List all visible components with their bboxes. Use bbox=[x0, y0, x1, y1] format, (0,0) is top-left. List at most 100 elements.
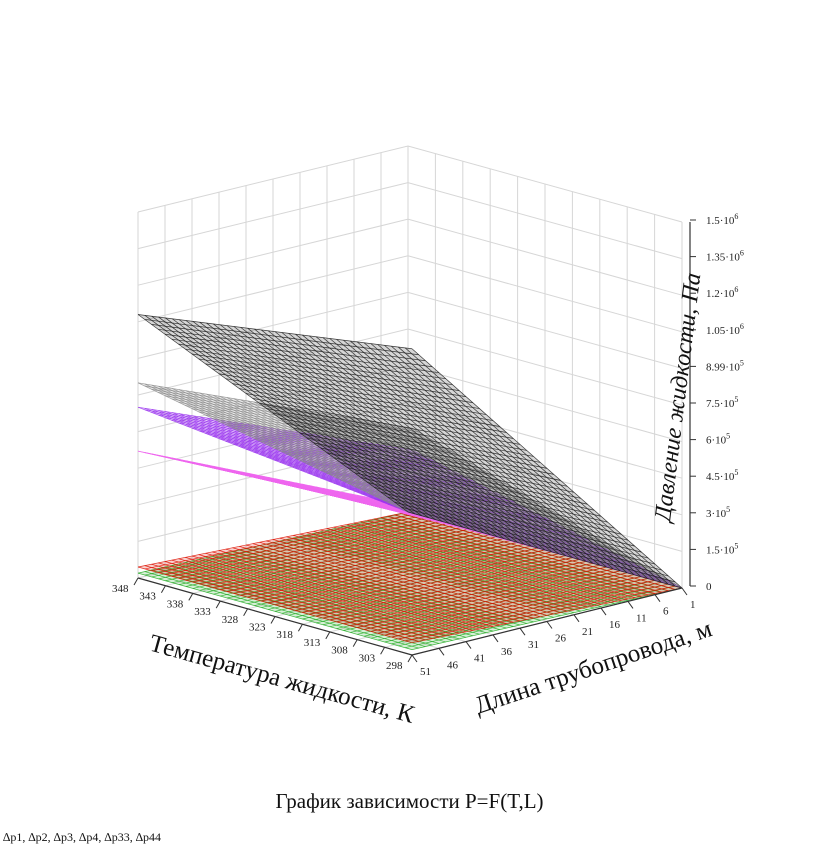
mesh-line bbox=[137, 314, 413, 350]
mesh-line bbox=[252, 398, 527, 451]
mesh-line bbox=[225, 378, 500, 427]
surface-fill bbox=[138, 382, 682, 588]
mesh-line bbox=[320, 447, 595, 511]
z-tick-label: 7.5·105 bbox=[706, 395, 738, 410]
mesh-line bbox=[394, 501, 669, 577]
mesh-line bbox=[144, 319, 419, 356]
mesh-line bbox=[394, 514, 669, 592]
y-tick-label: 1 bbox=[690, 599, 696, 611]
mesh-line bbox=[171, 559, 446, 637]
mesh-line bbox=[164, 333, 440, 374]
y-tick-label: 6 bbox=[663, 606, 669, 618]
mesh-line bbox=[218, 550, 494, 627]
z-tick-label: 1.35·106 bbox=[706, 249, 744, 264]
y-tick-mark bbox=[681, 587, 688, 596]
mesh-line bbox=[279, 417, 554, 475]
x-tick-mark bbox=[188, 593, 194, 601]
x-tick-label: 318 bbox=[276, 629, 293, 641]
mesh-line bbox=[218, 373, 494, 421]
mesh-line bbox=[225, 548, 500, 626]
y-tick-label: 46 bbox=[447, 659, 459, 671]
x-tick-label: 308 bbox=[331, 645, 348, 657]
x-tick-label: 343 bbox=[139, 591, 156, 603]
wall-grid-line bbox=[137, 255, 683, 333]
mesh-line bbox=[306, 437, 581, 499]
y-tick-mark bbox=[627, 601, 634, 609]
mesh-line bbox=[380, 517, 656, 595]
mesh-line bbox=[178, 343, 453, 386]
x-tick-mark bbox=[270, 616, 276, 624]
mesh-line bbox=[333, 526, 608, 604]
mesh-line bbox=[353, 472, 629, 541]
mesh-line bbox=[198, 554, 473, 631]
mesh-line bbox=[205, 552, 480, 630]
mesh-line bbox=[340, 526, 615, 604]
z-tick-label: 4.5·105 bbox=[706, 468, 738, 483]
y-tick-label: 16 bbox=[609, 619, 621, 631]
x-tick-mark bbox=[352, 639, 358, 647]
mesh-line bbox=[299, 536, 575, 613]
wall-grid-line bbox=[137, 145, 683, 223]
mesh-line bbox=[380, 491, 656, 565]
y-tick-mark bbox=[573, 614, 580, 623]
surface-p1 bbox=[137, 314, 683, 589]
mesh-line bbox=[144, 385, 419, 433]
mesh-line bbox=[259, 541, 534, 619]
mesh-line bbox=[239, 546, 514, 623]
mesh-line bbox=[286, 536, 561, 613]
z-tick-label: 1.05·106 bbox=[706, 322, 744, 337]
mesh-line bbox=[293, 537, 568, 615]
mesh-line bbox=[313, 466, 588, 533]
mesh-line bbox=[212, 368, 487, 415]
y-tick-label: 41 bbox=[474, 653, 485, 665]
mesh-line bbox=[407, 511, 683, 589]
mesh-line bbox=[299, 432, 575, 493]
mesh-line bbox=[171, 565, 446, 643]
mesh-line bbox=[313, 530, 588, 608]
mesh-line bbox=[225, 424, 500, 481]
mesh-line bbox=[164, 566, 440, 644]
mesh-line bbox=[259, 403, 534, 457]
mesh-line bbox=[374, 518, 649, 596]
mesh-line bbox=[272, 447, 548, 509]
mesh-line bbox=[387, 496, 662, 571]
mesh-line bbox=[191, 555, 467, 633]
mesh-line bbox=[232, 547, 507, 624]
y-tick-mark bbox=[600, 607, 607, 616]
mesh-line bbox=[239, 549, 514, 627]
mesh-line bbox=[245, 434, 521, 493]
mesh-line bbox=[212, 551, 487, 629]
y-tick-mark bbox=[546, 621, 553, 629]
mesh-line bbox=[367, 519, 642, 597]
mesh-line bbox=[205, 414, 480, 469]
mesh-line bbox=[266, 540, 541, 618]
y-tick-label: 21 bbox=[582, 626, 593, 638]
mesh-line bbox=[340, 462, 615, 529]
x-tick-mark bbox=[243, 608, 249, 617]
mesh-line bbox=[401, 508, 676, 585]
x-tick-mark bbox=[325, 631, 331, 640]
z-tick-label: 1.2·106 bbox=[706, 285, 738, 300]
x-tick-label: 313 bbox=[304, 637, 321, 649]
y-tick-mark bbox=[654, 594, 661, 602]
mesh-line bbox=[347, 524, 622, 601]
mesh-line bbox=[360, 477, 635, 547]
mesh-line bbox=[137, 572, 413, 650]
x-tick-mark bbox=[407, 654, 413, 663]
mesh-line bbox=[191, 353, 467, 397]
mesh-line bbox=[245, 544, 521, 622]
y-tick-label: 26 bbox=[555, 633, 567, 645]
x-tick-mark bbox=[215, 600, 221, 609]
mesh-line bbox=[178, 401, 453, 453]
x-tick-label: 338 bbox=[167, 598, 184, 610]
y-tick-mark bbox=[465, 641, 472, 649]
y-tick-mark bbox=[438, 648, 445, 656]
z-tick-label: 6·105 bbox=[706, 432, 730, 447]
mesh-line bbox=[299, 533, 575, 611]
z-tick-label: 0 bbox=[706, 581, 712, 593]
mesh-line bbox=[164, 561, 440, 638]
x-tick-label: 303 bbox=[359, 652, 376, 664]
z-tick-label: 1.5·106 bbox=[706, 212, 738, 227]
mesh-line bbox=[178, 558, 453, 635]
